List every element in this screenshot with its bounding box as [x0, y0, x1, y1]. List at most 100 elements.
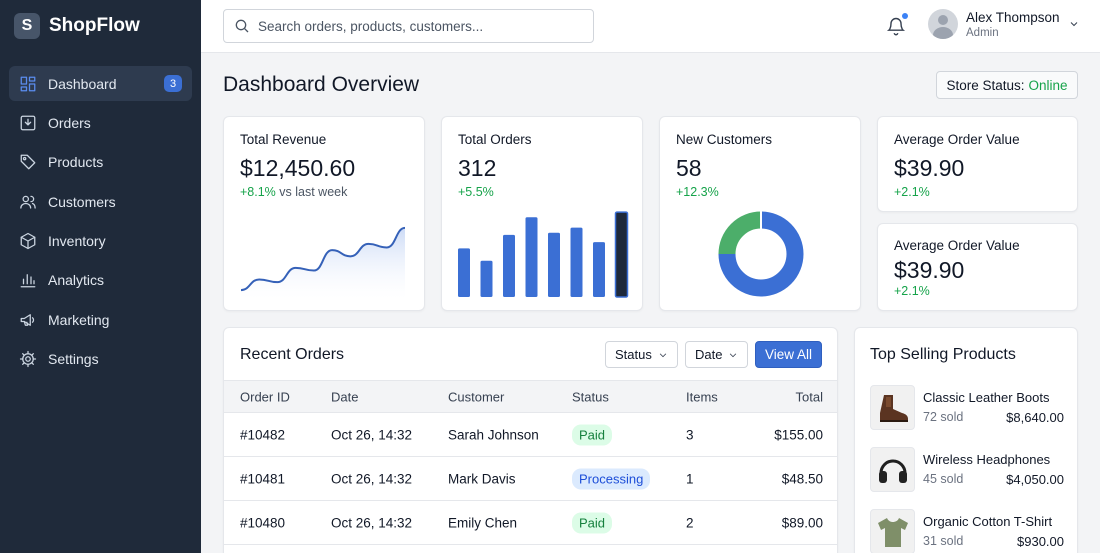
sidebar-item-dashboard[interactable]: Dashboard 3 — [9, 66, 192, 101]
order-items: 2 — [686, 515, 694, 530]
average-order-value-card[interactable]: Average Order Value $39.90 +2.1% — [877, 223, 1078, 311]
sidebar-item-orders[interactable]: Orders — [9, 105, 192, 140]
user-menu[interactable]: Alex Thompson Admin — [928, 9, 1080, 39]
sidebar-item-label: Inventory — [48, 233, 106, 250]
sidebar-item-label: Dashboard — [48, 75, 117, 92]
brand-logo-icon: S — [14, 13, 40, 39]
donut-slice — [718, 211, 762, 255]
bar — [480, 260, 493, 297]
product-revenue: $4,050.00 — [1006, 472, 1064, 487]
card-label: Total Orders — [458, 132, 532, 147]
card-value: $12,450.60 — [240, 155, 356, 181]
sidebar-item-analytics[interactable]: Analytics — [9, 263, 192, 298]
search-icon — [235, 19, 249, 33]
sidebar-item-inventory[interactable]: Inventory — [9, 224, 192, 259]
bar — [548, 232, 560, 297]
status-badge: Processing — [572, 468, 651, 489]
order-status: Paid — [572, 424, 613, 445]
avatar — [928, 9, 958, 39]
search-input[interactable] — [258, 18, 588, 34]
column-header-items[interactable]: Items — [686, 389, 718, 404]
status-badge: Paid — [572, 512, 613, 533]
sidebar-item-marketing[interactable]: Marketing — [9, 302, 192, 337]
table-row[interactable]: #10481 Oct 26, 14:32 Mark Davis Processi… — [224, 457, 837, 501]
date-filter-label: Date — [695, 347, 723, 362]
bar — [570, 227, 583, 297]
store-status-badge: Store Status: Online — [936, 71, 1078, 99]
card-change: +8.1% vs last week — [240, 185, 347, 199]
product-name: Wireless Headphones — [923, 452, 1051, 467]
card-label: Total Revenue — [240, 132, 327, 147]
product-name: Classic Leather Boots — [923, 390, 1050, 405]
table-row[interactable]: #10480 Oct 26, 14:32 Emily Chen Paid 2 $… — [224, 501, 837, 545]
order-date: Oct 26, 14:32 — [331, 471, 413, 486]
column-header-customer[interactable]: Customer — [448, 389, 505, 404]
sidebar-badge: 3 — [164, 75, 182, 92]
search-box[interactable] — [223, 9, 594, 43]
notification-dot — [902, 13, 908, 19]
view-all-button[interactable]: View All — [755, 341, 822, 368]
product-item[interactable]: Classic Leather Boots 72 sold $8,640.00 — [870, 385, 1064, 431]
change-value: +8.1% — [240, 185, 276, 199]
column-header-id[interactable]: Order ID — [240, 389, 290, 404]
bar — [593, 242, 605, 297]
product-sold: 31 sold — [923, 534, 964, 548]
product-item[interactable]: Organic Cotton T-Shirt 31 sold $930.00 — [870, 509, 1064, 553]
table-row[interactable]: #10482 Oct 26, 14:32 Sarah Johnson Paid … — [224, 413, 837, 457]
table-header: Order ID Date Customer Status Items Tota… — [224, 380, 837, 413]
date-filter-dropdown[interactable]: Date — [685, 341, 749, 368]
user-name: Alex Thompson — [966, 9, 1060, 25]
card-value: 312 — [458, 155, 497, 181]
store-status-value: Online — [1028, 77, 1068, 93]
page-title: Dashboard Overview — [223, 73, 420, 96]
column-header-total[interactable]: Total — [795, 389, 823, 404]
sidebar-item-label: Products — [48, 154, 104, 171]
bell-icon — [886, 17, 906, 36]
top-selling-title: Top Selling Products — [870, 346, 1016, 363]
column-header-date[interactable]: Date — [331, 389, 359, 404]
sidebar-item-settings[interactable]: Settings — [9, 342, 192, 377]
total-revenue-card[interactable]: Total Revenue $12,450.60 +8.1% vs last w… — [223, 116, 425, 311]
brand[interactable]: S ShopFlow — [14, 13, 140, 39]
card-change: +2.1% — [894, 185, 930, 199]
store-status-label: Store Status: — [946, 77, 1025, 93]
order-items: 1 — [686, 471, 694, 486]
orders-table: Order ID Date Customer Status Items Tota… — [224, 380, 837, 545]
status-badge: Paid — [572, 424, 613, 445]
new-customers-card[interactable]: New Customers 58 +12.3% — [659, 116, 861, 311]
order-total: $89.00 — [781, 515, 823, 530]
tshirt-icon — [870, 509, 915, 553]
card-value: $39.90 — [894, 155, 965, 181]
product-item[interactable]: Wireless Headphones 45 sold $4,050.00 — [870, 447, 1064, 493]
sidebar-item-customers[interactable]: Customers — [9, 184, 192, 219]
dashboard-icon — [20, 76, 36, 91]
sidebar-item-label: Marketing — [48, 311, 110, 328]
column-header-status[interactable]: Status — [572, 389, 609, 404]
chevron-down-icon — [730, 352, 737, 357]
order-id: #10480 — [240, 515, 286, 530]
total-orders-card[interactable]: Total Orders 312 +5.5% — [441, 116, 643, 311]
card-change: +12.3% — [676, 185, 719, 199]
line-series — [240, 226, 406, 292]
chevron-down-icon — [659, 352, 667, 357]
sidebar-item-label: Analytics — [48, 272, 105, 289]
status-filter-dropdown[interactable]: Status — [605, 341, 678, 368]
order-status: Processing — [572, 468, 651, 489]
order-status: Paid — [572, 512, 613, 533]
card-value: 58 — [676, 155, 702, 181]
recent-orders-title: Recent Orders — [240, 346, 345, 363]
order-total: $155.00 — [774, 427, 823, 442]
sidebar-item-label: Customers — [48, 193, 116, 210]
line-area — [241, 227, 405, 299]
sidebar-item-label: Settings — [48, 351, 99, 368]
revenue-line-chart — [240, 226, 406, 299]
notifications-button[interactable] — [886, 13, 908, 36]
product-revenue: $930.00 — [1017, 534, 1064, 549]
card-label: New Customers — [676, 132, 773, 147]
boot-icon — [870, 385, 915, 430]
average-order-value-card[interactable]: Average Order Value $39.90 +2.1% — [877, 116, 1078, 212]
sidebar-item-products[interactable]: Products — [9, 145, 192, 180]
card-label: Average Order Value — [894, 238, 1020, 253]
bar — [503, 234, 515, 297]
product-name: Organic Cotton T-Shirt — [923, 514, 1053, 529]
